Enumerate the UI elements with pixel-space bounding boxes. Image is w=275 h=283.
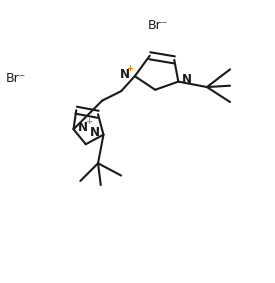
Text: Br⁻: Br⁻ bbox=[148, 19, 168, 32]
Text: Br⁻: Br⁻ bbox=[6, 72, 27, 85]
Text: +: + bbox=[85, 117, 92, 126]
Text: N: N bbox=[182, 73, 192, 86]
Text: N: N bbox=[90, 126, 100, 139]
Text: N: N bbox=[78, 121, 88, 134]
Text: N: N bbox=[119, 68, 130, 81]
Text: +: + bbox=[126, 64, 133, 73]
